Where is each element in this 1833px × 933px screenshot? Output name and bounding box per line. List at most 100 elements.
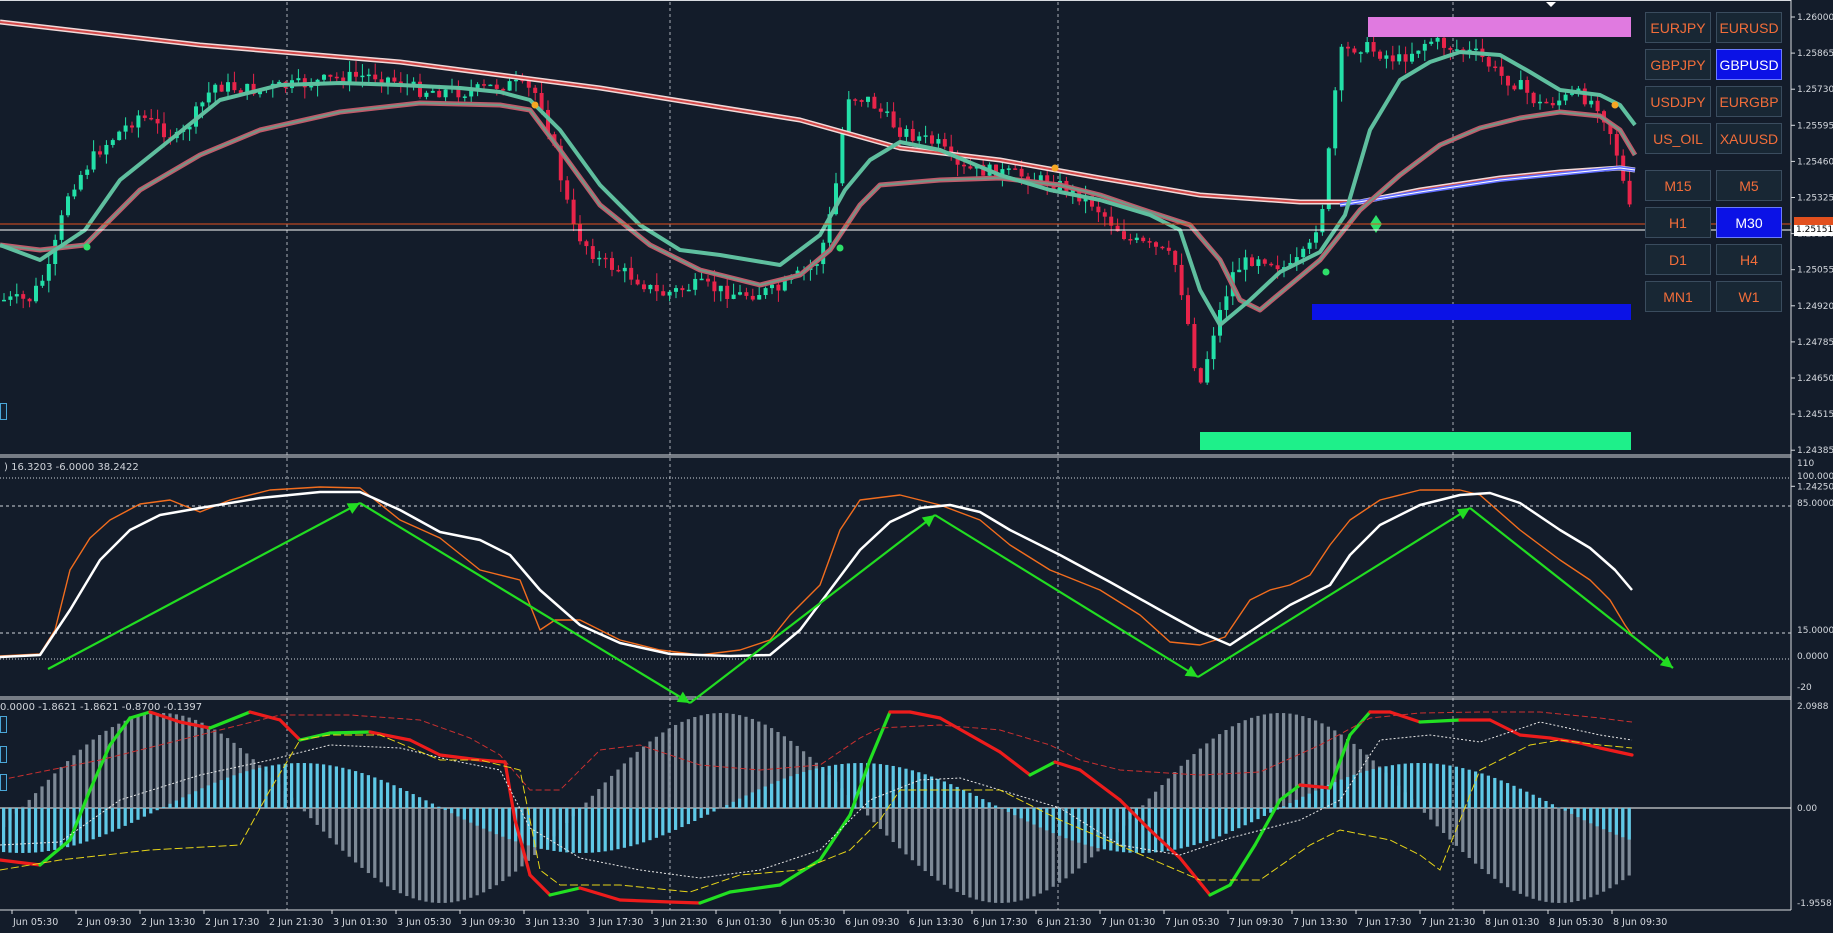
timeframe-button-h4[interactable]: H4	[1716, 244, 1782, 275]
macd-histogram-bar	[789, 740, 793, 808]
panel-toggle-icon[interactable]	[0, 716, 7, 733]
symbol-button-gbpjpy[interactable]: GBPJPY	[1645, 49, 1711, 80]
macd-main-line	[128, 710, 152, 720]
bull-candle	[347, 71, 352, 84]
macd-histogram-bar	[1627, 808, 1631, 876]
macd-signal-bar	[770, 783, 774, 808]
macd-signal-bar	[1038, 808, 1042, 828]
panel-toggle-icon[interactable]	[0, 746, 7, 763]
bull-candle	[1429, 41, 1434, 44]
panel-toggle-icon[interactable]	[0, 403, 7, 420]
symbol-button-xauusd[interactable]: XAUUSD	[1716, 123, 1782, 154]
symbol-button-eurgbp[interactable]: EURGBP	[1716, 86, 1782, 117]
bear-candle	[578, 223, 582, 242]
macd-signal-bar	[1192, 808, 1196, 846]
macd-main-line	[1388, 710, 1422, 724]
bear-candle	[1160, 246, 1165, 249]
macd-signal-bar	[1288, 803, 1292, 808]
trend-arrowhead	[921, 515, 935, 528]
bear-candle	[1192, 324, 1197, 369]
bear-candle	[1525, 80, 1530, 93]
macd-histogram-bar	[744, 716, 748, 808]
stochastic-header: ) 16.3203 -6.0000 38.2422	[4, 462, 139, 473]
macd-histogram-bar	[1218, 734, 1222, 808]
macd-signal-bar	[411, 794, 415, 808]
timeframe-button-mn1[interactable]: MN1	[1645, 281, 1711, 312]
timeframe-button-m30[interactable]: M30	[1716, 207, 1782, 238]
bull-candle	[1237, 269, 1242, 273]
timeframe-button-w1[interactable]: W1	[1716, 281, 1782, 312]
timeframe-button-d1[interactable]: D1	[1645, 244, 1711, 275]
bull-candle	[1339, 46, 1344, 91]
macd-main-line	[908, 710, 942, 720]
bear-candle	[565, 180, 570, 200]
price-axis-label: 1.24515	[1797, 410, 1833, 420]
trend-arrow	[934, 514, 1199, 678]
panel-borders	[0, 0, 1792, 911]
macd-signal-bar	[1493, 777, 1497, 808]
macd-signal-bar	[565, 808, 569, 853]
macd-signal-bar	[1256, 808, 1260, 820]
macd-axis-label: 2.0988	[1797, 702, 1829, 712]
symbol-button-gbpusd[interactable]: GBPUSD	[1716, 49, 1782, 80]
symbol-button-eurjpy[interactable]: EURJPY	[1645, 12, 1711, 43]
macd-main-line	[278, 718, 302, 742]
macd-histogram-bar	[1243, 720, 1247, 808]
macd-histogram-bar	[642, 746, 646, 808]
macd-histogram-bar	[443, 808, 447, 903]
macd-histogram-bar	[1019, 808, 1023, 901]
macd-histogram-bar	[322, 808, 326, 832]
bear-candle	[1141, 237, 1146, 242]
bear-candle	[1096, 206, 1101, 213]
macd-signal-bar	[469, 808, 473, 823]
macd-histogram-bar	[674, 724, 678, 808]
macd-signal-bar	[1448, 765, 1452, 808]
macd-histogram-bar	[110, 727, 114, 808]
macd-signal-bar	[1134, 808, 1138, 853]
macd-histogram-bar	[501, 808, 505, 882]
macd-signal-bar	[1442, 764, 1446, 808]
macd-signal-bar	[821, 767, 825, 808]
macd-histogram-bar	[315, 808, 319, 825]
macd-histogram-bar	[398, 808, 402, 894]
macd-main-line	[1148, 828, 1182, 860]
macd-signal-bar	[1416, 763, 1420, 808]
price-candles	[2, 28, 1632, 385]
panel-toggle-icon[interactable]	[0, 774, 7, 791]
macd-signal-bar	[1576, 808, 1580, 818]
macd-signal-bar	[1198, 808, 1202, 844]
timeframe-button-m5[interactable]: M5	[1716, 170, 1782, 201]
macd-signal-bar	[654, 808, 658, 838]
macd-signal-bar	[443, 808, 447, 810]
macd-signal-bar	[1051, 808, 1055, 834]
bear-candle	[712, 281, 717, 292]
bull-candle	[386, 77, 390, 83]
macd-signal-bar	[904, 768, 908, 808]
symbol-button-usdjpy[interactable]: USDJPY	[1645, 86, 1711, 117]
macd-histogram-bar	[1531, 808, 1535, 899]
macd-histogram-bar	[1179, 765, 1183, 808]
macd-signal-bar	[59, 808, 63, 849]
symbol-button-eurusd[interactable]: EURUSD	[1716, 12, 1782, 43]
macd-histogram-bar	[1570, 808, 1574, 903]
macd-histogram-bar	[1525, 808, 1529, 897]
macd-histogram-bar	[1211, 738, 1215, 808]
timeframe-button-h1[interactable]: H1	[1645, 207, 1711, 238]
bear-candle	[1403, 54, 1408, 62]
trend-arrowhead	[346, 503, 360, 514]
macd-histogram-bar	[910, 808, 914, 861]
macd-histogram-bar	[72, 755, 76, 808]
timeframe-button-m15[interactable]: M15	[1645, 170, 1711, 201]
macd-histogram-bar	[341, 808, 345, 851]
bear-candle	[558, 145, 563, 181]
macd-histogram-bar	[494, 808, 498, 886]
macd-signal-bar	[1346, 777, 1350, 808]
macd-histogram-bar	[1154, 791, 1158, 808]
bear-candle	[610, 258, 614, 270]
symbol-button-usoil[interactable]: US_OIL	[1645, 123, 1711, 154]
macd-main-line	[848, 758, 872, 817]
macd-signal-bar	[245, 771, 249, 808]
macd-histogram-bar	[1160, 785, 1164, 808]
bull-candle	[443, 89, 448, 98]
